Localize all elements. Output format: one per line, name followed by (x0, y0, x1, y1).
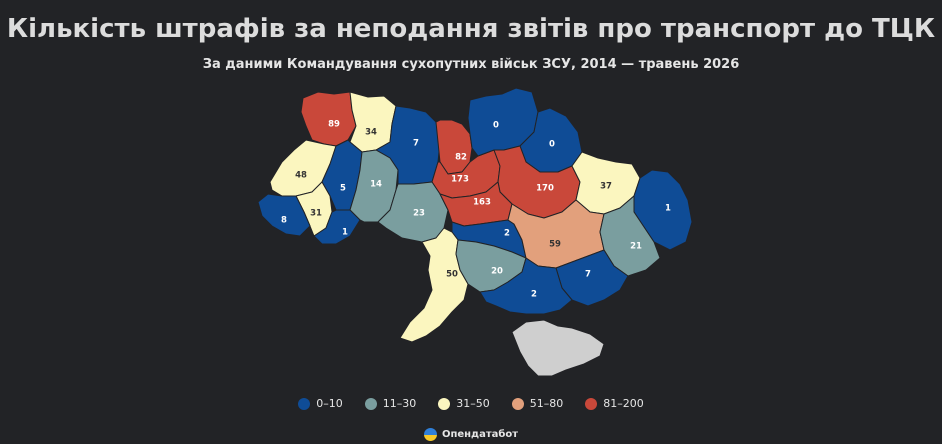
region-value-kherson: 2 (531, 290, 537, 300)
region-value-odesa: 50 (446, 270, 458, 280)
region-value-luhansk: 1 (665, 204, 671, 214)
legend-swatch-0-10 (298, 397, 311, 410)
region-value-dnipropetrovsk: 59 (549, 240, 561, 250)
legend-label-51-80: 51–80 (529, 397, 564, 410)
opendatabot-logo-icon (423, 428, 437, 441)
region-value-kharkiv: 37 (600, 182, 612, 192)
legend-item-51-80[interactable]: 51–80 (511, 397, 564, 410)
region-value-ivano-frankivsk: 31 (310, 209, 322, 219)
legend-item-81-200[interactable]: 81–200 (585, 397, 644, 410)
region-value-mykolaiv: 20 (491, 267, 503, 277)
legend-item-31-50[interactable]: 31–50 (438, 397, 490, 410)
region-odesa[interactable] (399, 227, 469, 343)
labels-layer: 89 34 7 82 173 0 0 170 37 1 48 5 14 31 8 1 23 163 2 59 21 50 2… (281, 120, 671, 300)
region-value-kyiv-city: 82 (455, 153, 467, 163)
region-value-poltava: 170 (536, 184, 554, 194)
region-value-ternopil: 5 (340, 184, 346, 194)
region-value-kyiv-oblast: 173 (451, 175, 469, 185)
region-value-chernihiv: 0 (493, 121, 499, 131)
map-subtitle: За даними Командування сухопутних військ… (202, 57, 740, 72)
legend-item-11-30[interactable]: 11–30 (364, 397, 417, 410)
region-value-kirovohrad: 2 (504, 229, 510, 239)
region-donetsk[interactable] (599, 195, 661, 277)
regions-layer (257, 87, 693, 377)
region-value-rivne: 34 (365, 128, 377, 138)
region-value-donetsk: 21 (630, 242, 642, 252)
legend-label-0-10: 0–10 (316, 397, 343, 410)
legend-label-11-30: 11–30 (382, 397, 417, 410)
map-title: Кількість штрафів за неподання звітів пр… (6, 14, 936, 44)
source-label: Опендатабот (441, 429, 519, 440)
region-value-cherkasy: 163 (473, 198, 491, 208)
region-crimea[interactable] (511, 319, 605, 377)
region-value-volyn: 89 (328, 120, 340, 130)
region-value-khmelnytskyi: 14 (370, 180, 382, 190)
legend: 0–10 11–30 31–50 51–80 81–200 (0, 397, 942, 410)
region-kherson[interactable] (479, 257, 573, 315)
region-value-sumy: 0 (549, 140, 555, 150)
region-value-zakarpattia: 8 (281, 216, 287, 226)
region-value-zaporizhzhia: 7 (585, 270, 591, 280)
region-chernivtsi[interactable] (313, 209, 361, 245)
region-value-vinnytsia: 23 (413, 209, 425, 219)
region-value-lviv: 48 (295, 171, 307, 181)
legend-item-0-10[interactable]: 0–10 (298, 397, 343, 410)
legend-label-81-200: 81–200 (603, 397, 644, 410)
legend-label-31-50: 31–50 (456, 397, 490, 410)
region-zakarpattia[interactable] (257, 193, 311, 237)
region-value-chernivtsi: 1 (342, 228, 348, 238)
legend-swatch-81-200 (585, 397, 598, 410)
source-credit[interactable]: Опендатабот (0, 428, 942, 441)
legend-swatch-11-30 (364, 397, 377, 410)
region-value-zhytomyr: 7 (413, 139, 419, 149)
legend-swatch-51-80 (511, 397, 524, 410)
legend-swatch-31-50 (438, 397, 451, 410)
